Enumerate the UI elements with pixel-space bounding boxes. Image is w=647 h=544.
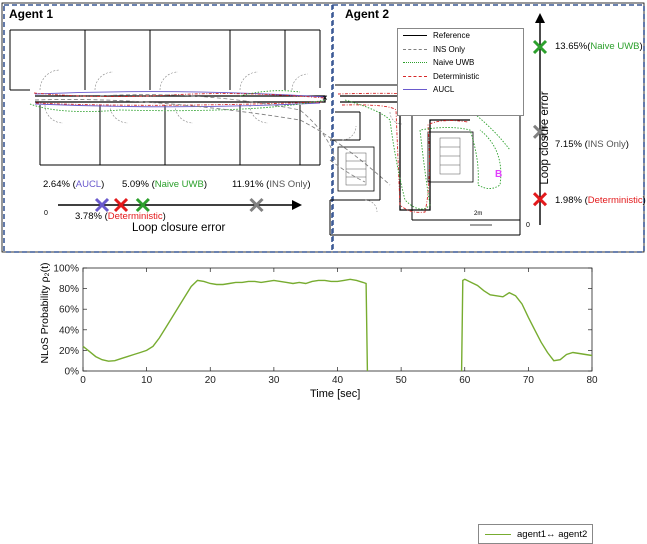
lc-h-marker-naive_uwb — [135, 197, 150, 213]
lc-horizontal-origin: 0 — [44, 210, 48, 217]
legend-line-swatch — [403, 62, 427, 64]
y-tick-label: 80% — [59, 284, 79, 295]
trajectory-legend: Reference INS Only Naive UWB Deterministic A… — [397, 28, 524, 116]
agent1-floorplan — [9, 29, 321, 166]
scale-label: 2m — [474, 211, 483, 217]
series-line-segment-0 — [82, 278, 369, 372]
lc-vertical-axis-label: Loop closure error — [539, 91, 551, 185]
legend-line-swatch — [403, 48, 427, 50]
plot-area — [82, 267, 593, 372]
lc-h-label-ins-only: 11.91% (INS Only) — [232, 179, 311, 190]
x-tick-label: 60 — [459, 375, 471, 386]
legend-item-ins-only: INS Only — [398, 43, 523, 57]
x-tick-label: 80 — [586, 375, 598, 386]
x-tick-label: 30 — [268, 375, 280, 386]
lc-v-label-deterministic: 1.98% (Deterministic) — [555, 195, 646, 206]
agent2-stairs — [345, 137, 461, 186]
legend-item-label: INS Only — [433, 44, 466, 54]
top-figure: × — [0, 0, 647, 254]
x-tick-label: 0 — [80, 375, 86, 386]
lc-h-label-aucl: 2.64% (AUCL) — [43, 179, 105, 190]
lc-h-marker-ins_only — [249, 197, 264, 213]
legend-item-naive-uwb: Naive UWB — [398, 56, 523, 70]
agent2-label: Agent 2 — [345, 7, 390, 21]
lc-h-marker-deterministic — [113, 197, 129, 213]
lc-horizontal-axis-label: Loop closure error — [132, 222, 226, 234]
legend-item-deterministic: Deterministic — [398, 70, 523, 84]
lc-horizontal-markers — [94, 197, 264, 213]
x-tick-label: 70 — [523, 375, 535, 386]
lc-v-label-naive-uwb: 13.65%(Naive UWB) — [555, 41, 643, 52]
x-axis-label: Time [sec] — [310, 388, 361, 400]
lc-v-marker-naive_uwb — [532, 39, 548, 55]
lc-horizontal-arrowhead — [292, 200, 302, 210]
legend-item-label: Reference — [433, 31, 470, 40]
floor-plan-svg: × — [1, 2, 645, 253]
y-tick-label: 20% — [59, 346, 79, 357]
legend-line-swatch — [403, 89, 427, 91]
lc-vertical-markers — [532, 39, 548, 207]
y-tick-label: 60% — [59, 305, 79, 316]
lc-h-marker-aucl — [94, 197, 110, 213]
agent1-panel-frame — [3, 4, 333, 253]
chart-legend: agent1↔ agent2 — [478, 524, 593, 544]
lc-vertical-origin: 0 — [526, 222, 530, 229]
y-tick-label: 0% — [65, 367, 80, 378]
lc-v-label-ins-only: 7.15% (INS Only) — [555, 139, 629, 150]
x-tick-label: 10 — [141, 375, 153, 386]
b-marker: B — [495, 169, 503, 180]
nlos-chart: 0 10 20 30 40 50 60 70 80 0% 20% 40% 60% 80% 100% agen… — [0, 254, 647, 544]
x-tick-label: 20 — [205, 375, 217, 386]
legend-item-reference: Reference — [398, 29, 523, 43]
legend-item-label: Naive UWB — [433, 58, 475, 67]
x-tick-label: 40 — [332, 375, 344, 386]
lc-vertical-arrowhead — [535, 13, 545, 23]
lc-h-label-deterministic: 3.78% (Deterministic) — [75, 211, 166, 222]
x-tick-label: 50 — [396, 375, 408, 386]
agent1-trajectories — [29, 90, 391, 186]
y-tick-label: 100% — [53, 264, 79, 275]
y-tick-label: 40% — [59, 325, 79, 336]
legend-item-aucl: AUCL — [398, 83, 523, 97]
legend-line-swatch — [403, 35, 427, 37]
series-line-segment-1 — [460, 278, 593, 372]
y-axis-label: NLoS Probability ρ₂(t) — [39, 262, 51, 364]
legend-line-swatch — [403, 75, 427, 77]
agent1-label: Agent 1 — [9, 7, 54, 21]
lc-v-marker-deterministic — [532, 192, 548, 207]
agent2-door-arcs — [341, 111, 403, 213]
legend-swatch — [485, 533, 511, 535]
lc-v-marker-ins_only — [532, 124, 548, 139]
agent2-panel-frame — [332, 4, 645, 253]
legend-item-label: Deterministic — [433, 71, 480, 81]
agent1-end-marker: × — [322, 93, 328, 104]
agent1-door-arcs — [39, 69, 309, 124]
nlos-chart-svg: 0 10 20 30 40 50 60 70 80 0% 20% 40% 60% 80% 100% — [53, 264, 598, 387]
lc-h-label-naive-uwb: 5.09% (Naive UWB) — [122, 179, 208, 190]
legend-label: agent1↔ agent2 — [517, 528, 588, 540]
legend-item-label: AUCL — [433, 85, 455, 94]
